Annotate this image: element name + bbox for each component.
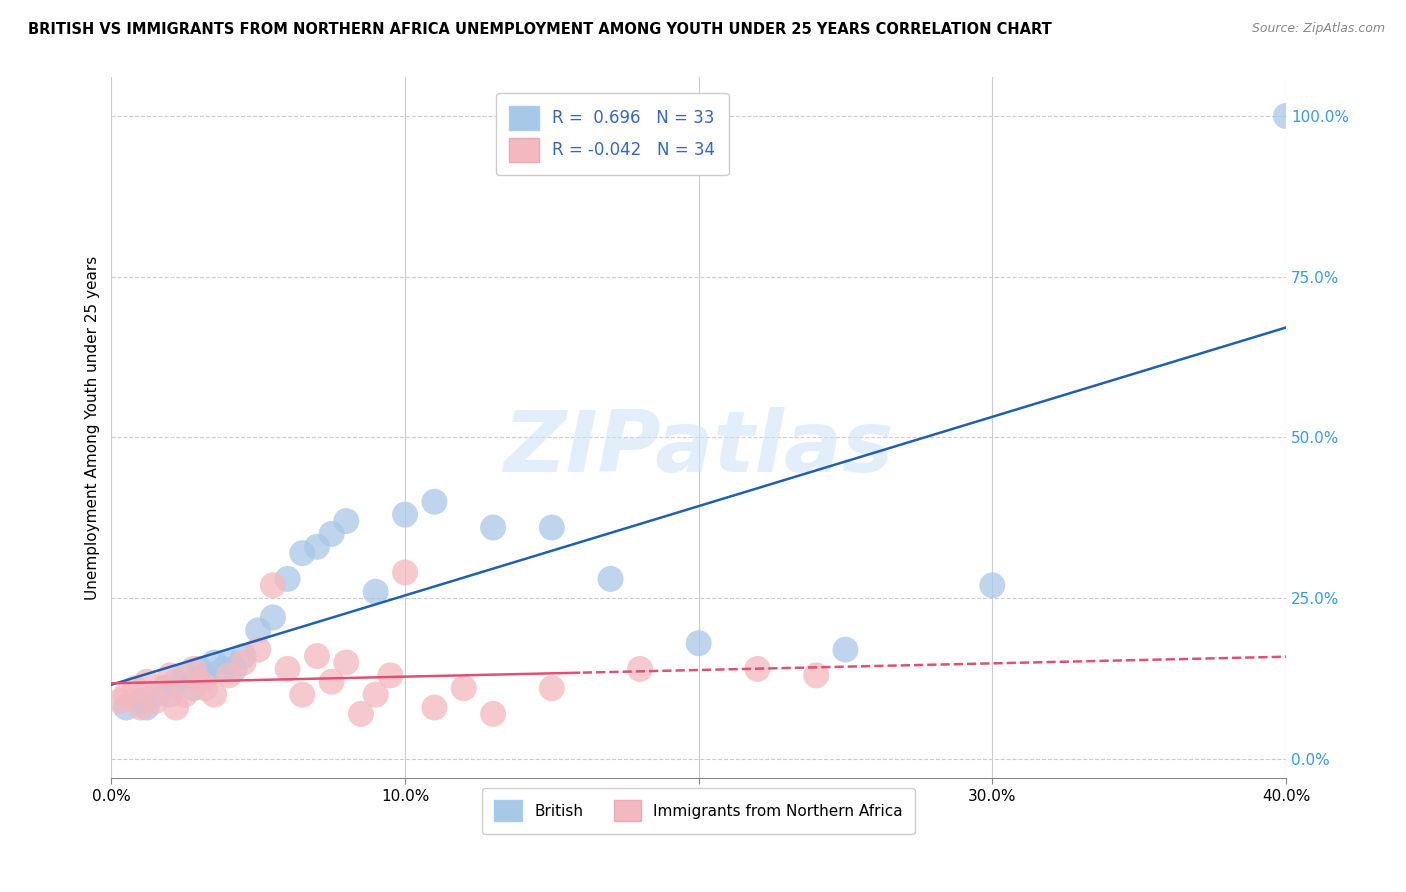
Legend: British, Immigrants from Northern Africa: British, Immigrants from Northern Africa — [482, 788, 915, 834]
Point — [335, 656, 357, 670]
Point — [453, 681, 475, 696]
Point — [165, 674, 187, 689]
Point — [212, 662, 235, 676]
Point — [232, 649, 254, 664]
Point — [115, 688, 138, 702]
Point — [747, 662, 769, 676]
Point — [1275, 109, 1298, 123]
Point — [188, 662, 211, 676]
Point — [981, 578, 1004, 592]
Point — [153, 681, 176, 696]
Point — [599, 572, 621, 586]
Point — [482, 520, 505, 534]
Point — [277, 662, 299, 676]
Point — [218, 668, 240, 682]
Point — [262, 578, 284, 592]
Point — [159, 688, 181, 702]
Point — [541, 681, 564, 696]
Point — [541, 520, 564, 534]
Point — [202, 688, 225, 702]
Point — [321, 674, 343, 689]
Point — [194, 668, 217, 682]
Point — [305, 649, 328, 664]
Y-axis label: Unemployment Among Youth under 25 years: Unemployment Among Youth under 25 years — [86, 256, 100, 600]
Text: ZIPatlas: ZIPatlas — [503, 408, 894, 491]
Point — [232, 656, 254, 670]
Text: BRITISH VS IMMIGRANTS FROM NORTHERN AFRICA UNEMPLOYMENT AMONG YOUTH UNDER 25 YEA: BRITISH VS IMMIGRANTS FROM NORTHERN AFRI… — [28, 22, 1052, 37]
Point — [188, 674, 211, 689]
Point — [423, 700, 446, 714]
Point — [183, 662, 205, 676]
Point — [247, 642, 270, 657]
Point — [394, 508, 416, 522]
Point — [129, 694, 152, 708]
Point — [482, 706, 505, 721]
Point — [380, 668, 402, 682]
Point — [321, 527, 343, 541]
Text: Source: ZipAtlas.com: Source: ZipAtlas.com — [1251, 22, 1385, 36]
Point — [194, 681, 217, 696]
Point — [335, 514, 357, 528]
Point — [305, 540, 328, 554]
Point — [173, 688, 195, 702]
Point — [277, 572, 299, 586]
Point — [135, 700, 157, 714]
Point — [423, 495, 446, 509]
Point — [202, 656, 225, 670]
Point — [145, 694, 167, 708]
Point — [129, 700, 152, 714]
Point — [688, 636, 710, 650]
Point — [291, 688, 314, 702]
Point — [159, 668, 181, 682]
Point — [224, 662, 246, 676]
Point — [110, 694, 132, 708]
Point — [115, 700, 138, 714]
Point — [628, 662, 651, 676]
Point — [291, 546, 314, 560]
Point — [364, 584, 387, 599]
Point — [364, 688, 387, 702]
Point — [135, 674, 157, 689]
Point — [173, 668, 195, 682]
Point — [262, 610, 284, 624]
Point — [124, 681, 146, 696]
Point — [145, 688, 167, 702]
Point — [183, 681, 205, 696]
Point — [153, 681, 176, 696]
Point — [834, 642, 856, 657]
Point — [394, 566, 416, 580]
Point — [165, 700, 187, 714]
Point — [247, 624, 270, 638]
Point — [218, 656, 240, 670]
Point — [350, 706, 373, 721]
Point — [804, 668, 827, 682]
